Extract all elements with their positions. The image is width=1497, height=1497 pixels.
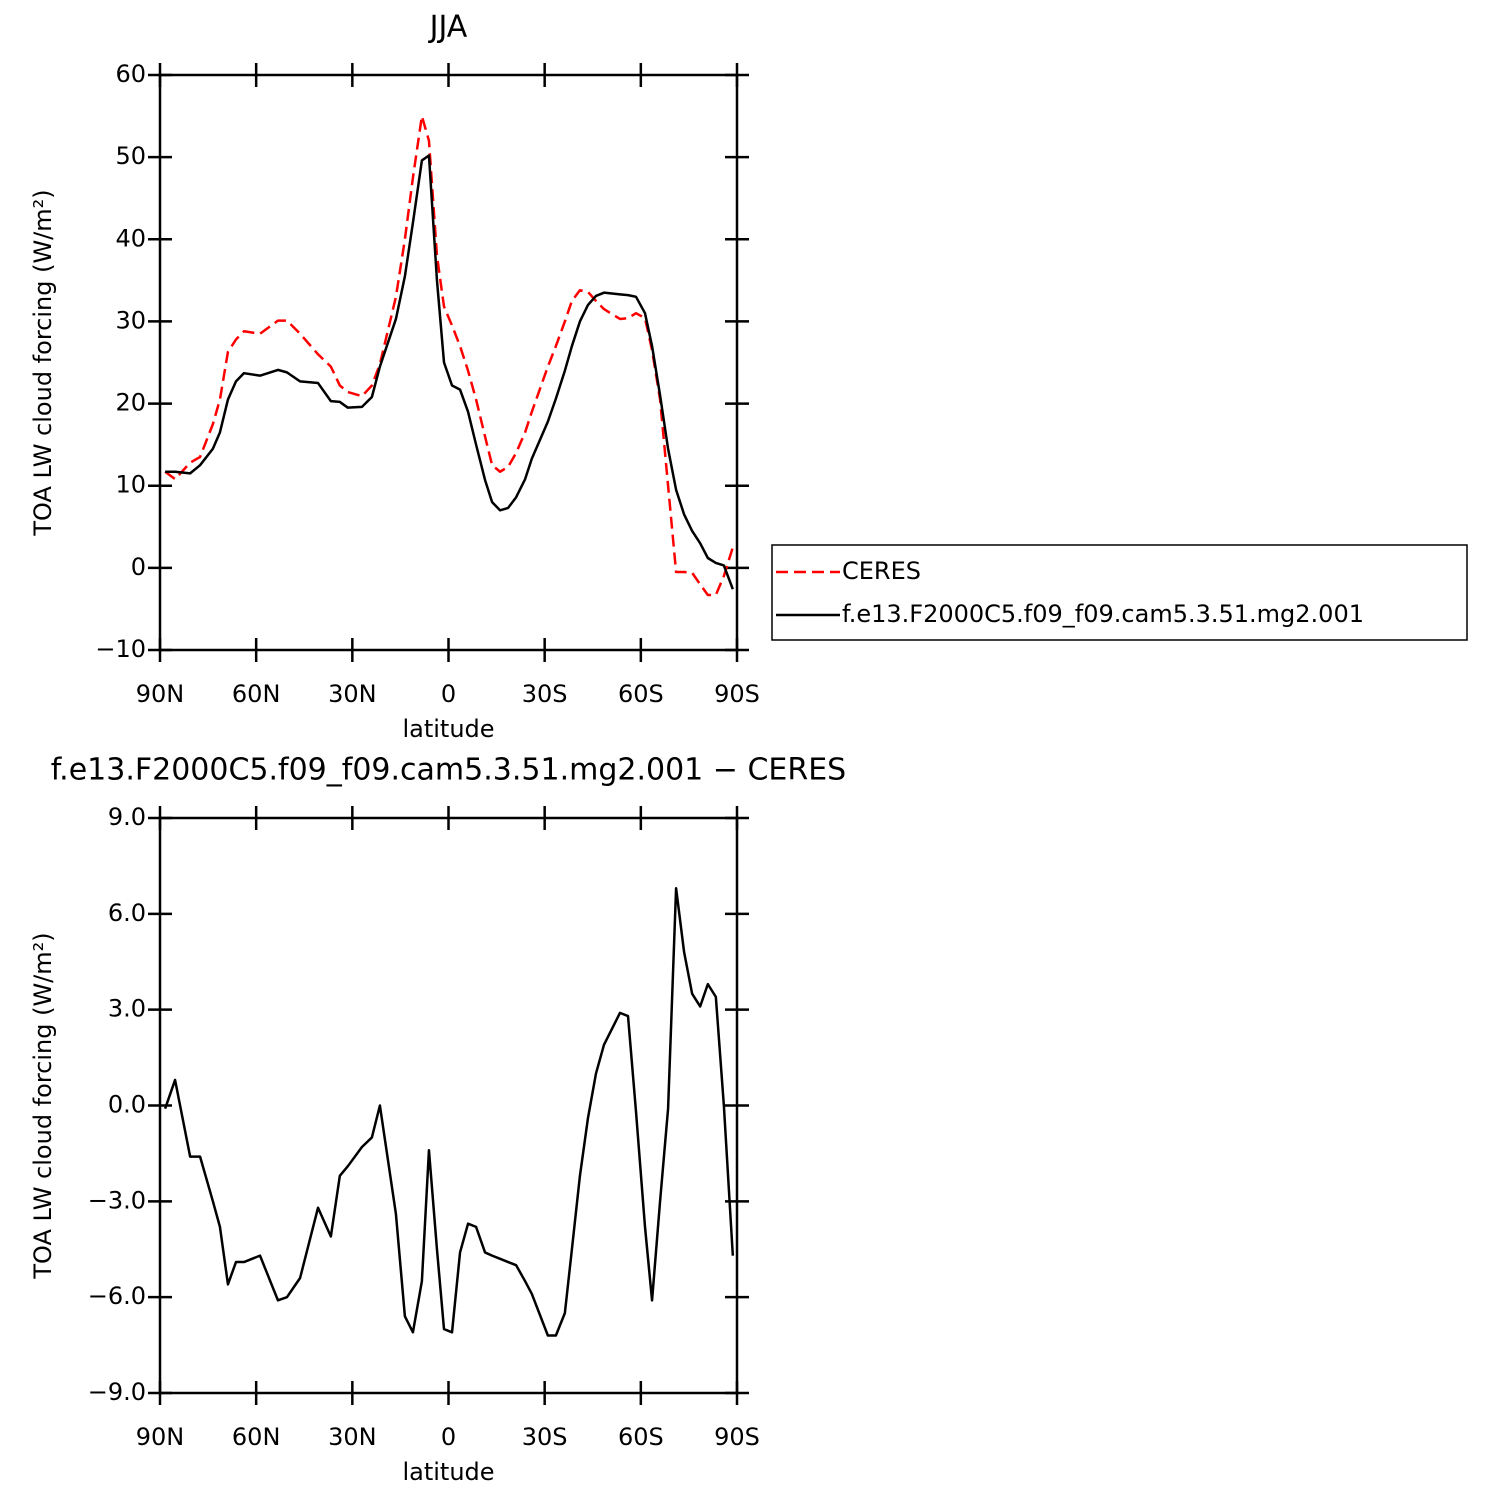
x-tick-label: 0 (441, 680, 456, 708)
y-axis-label: TOA LW cloud forcing (W/m²) (29, 932, 57, 1279)
y-tick-label: 40 (115, 224, 146, 252)
data-line (165, 154, 734, 590)
y-tick-label: 9.0 (108, 803, 146, 831)
plot-frame (158, 816, 739, 1395)
y-tick-label: 20 (115, 389, 146, 417)
legend-box (771, 544, 1468, 641)
y-tick-label: 0.0 (108, 1091, 146, 1119)
x-tick-label: 60S (618, 1423, 664, 1451)
x-tick-label: 90S (714, 680, 760, 708)
x-tick-label: 30N (328, 1423, 377, 1451)
x-axis-label: latitude (402, 1458, 494, 1486)
data-line (163, 887, 735, 1337)
x-tick-label: 60S (618, 680, 664, 708)
chart-title: f.e13.F2000C5.f09_f09.cam5.3.51.mg2.001 … (51, 753, 846, 788)
chart-title: JJA (428, 10, 468, 45)
y-tick-label: 30 (115, 306, 146, 334)
data-line (164, 114, 735, 597)
y-tick-label: 60 (115, 60, 146, 88)
y-tick-label: 10 (115, 471, 146, 499)
x-tick-label: 30S (522, 1423, 568, 1451)
y-tick-label: 0 (131, 553, 146, 581)
y-tick-label: −3.0 (88, 1186, 146, 1214)
x-tick-label: 60N (232, 1423, 281, 1451)
x-tick-label: 0 (441, 1423, 456, 1451)
y-tick-label: 3.0 (108, 995, 146, 1023)
x-tick-label: 90N (136, 680, 185, 708)
y-tick-label: −9.0 (88, 1378, 146, 1406)
x-tick-label: 60N (232, 680, 281, 708)
plot-frame (158, 73, 739, 652)
y-tick-label: 50 (115, 142, 146, 170)
x-tick-label: 30N (328, 680, 377, 708)
y-axis-label: TOA LW cloud forcing (W/m²) (29, 189, 57, 536)
legend-label: CERES (842, 557, 921, 585)
x-tick-label: 90N (136, 1423, 185, 1451)
legend-label: f.e13.F2000C5.f09_f09.cam5.3.51.mg2.001 (842, 600, 1364, 628)
y-tick-label: −10 (95, 635, 146, 663)
y-tick-label: −6.0 (88, 1282, 146, 1310)
y-tick-label: 6.0 (108, 899, 146, 927)
x-tick-label: 90S (714, 1423, 760, 1451)
x-tick-label: 30S (522, 680, 568, 708)
x-axis-label: latitude (402, 715, 494, 743)
